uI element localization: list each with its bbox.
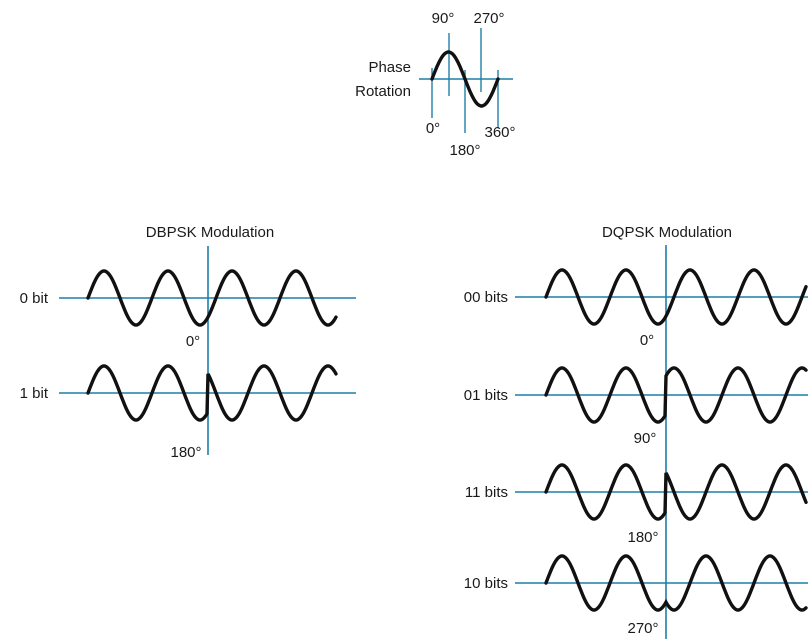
dbpsk-waveform-0bit bbox=[86, 269, 338, 327]
dqpsk-title: DQPSK Modulation bbox=[602, 224, 732, 241]
dbpsk-row-label-0bit: 0 bit bbox=[20, 290, 49, 307]
dqpsk-row-label-00: 00 bits bbox=[464, 289, 508, 306]
dbpsk-title: DBPSK Modulation bbox=[146, 224, 274, 241]
label-360deg: 360° bbox=[484, 124, 515, 141]
dqpsk-phase-label-0: 0° bbox=[640, 332, 654, 349]
label-90deg: 90° bbox=[432, 10, 455, 27]
dqpsk-phase-label-270: 270° bbox=[627, 620, 658, 637]
dqpsk-panel: DQPSK Modulation 00 bits 01 bits 11 bits… bbox=[464, 224, 808, 639]
dqpsk-waveform-11 bbox=[544, 463, 808, 521]
dqpsk-waveform-01 bbox=[544, 366, 808, 424]
dbpsk-panel: DBPSK Modulation 0 bit 1 bit 0° 180° bbox=[20, 224, 356, 461]
phase-title-line2: Rotation bbox=[355, 83, 411, 100]
phase-title-line1: Phase bbox=[368, 59, 411, 76]
dqpsk-row-label-11: 11 bits bbox=[465, 484, 508, 501]
label-180deg: 180° bbox=[449, 142, 480, 159]
dqpsk-waveform-10 bbox=[544, 554, 808, 612]
label-0deg: 0° bbox=[426, 120, 440, 137]
dbpsk-row-label-1bit: 1 bit bbox=[20, 385, 49, 402]
dqpsk-row-label-10: 10 bits bbox=[464, 575, 508, 592]
dqpsk-row-label-01: 01 bits bbox=[464, 387, 508, 404]
dbpsk-waveform-1bit bbox=[86, 364, 338, 422]
label-270deg: 270° bbox=[473, 10, 504, 27]
dbpsk-phase-label-0: 0° bbox=[186, 333, 200, 350]
phase-rotation-inset: Phase Rotation 90° 270° 0° 180° 360° bbox=[355, 10, 515, 159]
reference-sine-wave bbox=[430, 50, 500, 108]
dqpsk-phase-label-90: 90° bbox=[634, 430, 657, 447]
dbpsk-phase-label-180: 180° bbox=[170, 444, 201, 461]
dqpsk-phase-label-180: 180° bbox=[627, 529, 658, 546]
dqpsk-waveform-00 bbox=[544, 268, 808, 326]
